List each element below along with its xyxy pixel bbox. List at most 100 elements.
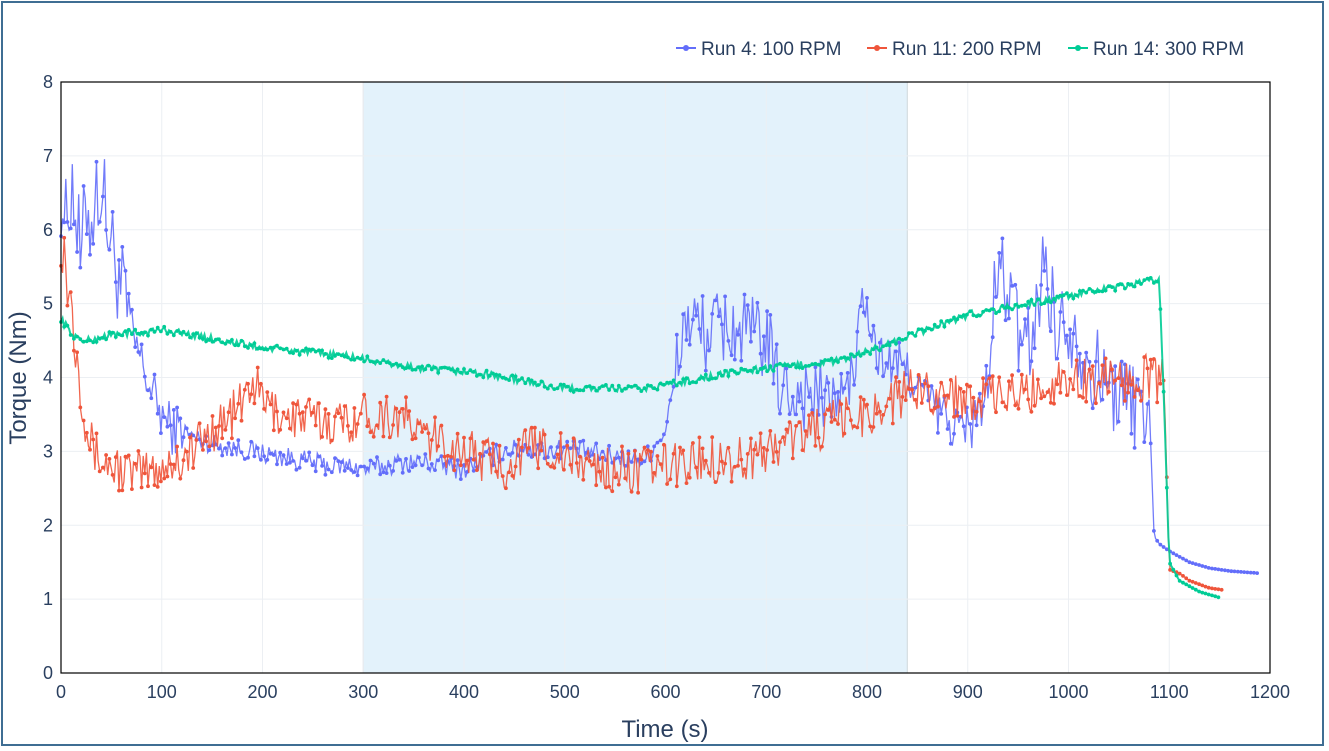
series-point — [539, 379, 544, 384]
series-point — [249, 343, 254, 347]
series-point — [662, 432, 666, 437]
series-point — [752, 447, 757, 452]
series-point — [832, 358, 837, 363]
series-point — [765, 369, 769, 374]
series-point — [542, 384, 547, 389]
series-point — [65, 323, 70, 328]
series-point — [1174, 553, 1179, 557]
series-point — [1065, 393, 1069, 397]
series-point — [720, 322, 724, 327]
series-point — [442, 365, 447, 370]
series-point — [1042, 301, 1047, 306]
series-point — [1242, 570, 1247, 574]
series-point — [694, 380, 698, 385]
series-point — [468, 436, 473, 441]
series-point — [1126, 390, 1130, 395]
series-point — [652, 386, 657, 391]
series-point — [471, 468, 476, 473]
series-point — [239, 418, 244, 423]
series-point — [426, 466, 431, 471]
series-point — [342, 468, 347, 473]
series-point — [823, 388, 827, 393]
series-point — [871, 323, 876, 328]
series-point — [475, 468, 479, 472]
series-point — [842, 355, 847, 360]
series-point — [1036, 297, 1040, 302]
series-point — [410, 437, 415, 442]
series-point — [484, 450, 489, 454]
series-point — [723, 461, 727, 466]
series-point — [217, 424, 221, 428]
series-point — [339, 460, 344, 465]
series-point — [1019, 342, 1024, 347]
series-point — [236, 401, 241, 406]
series-point — [1084, 290, 1089, 295]
series-point — [133, 327, 138, 332]
series-point — [671, 451, 676, 456]
series-point — [1029, 297, 1034, 302]
legend-label: Run 14: 300 RPM — [1093, 39, 1244, 60]
series-point — [1158, 381, 1163, 386]
series-point — [236, 438, 241, 443]
series-point — [1139, 398, 1143, 403]
series-point — [1007, 316, 1011, 321]
series-point — [436, 458, 441, 463]
series-point — [265, 390, 270, 394]
series-point — [790, 394, 795, 399]
series-point — [91, 340, 96, 345]
series-point — [381, 470, 386, 475]
series-point — [104, 453, 108, 457]
legend-entry-1: Run 4: 100 RPM — [676, 39, 841, 60]
series-point — [481, 375, 486, 380]
series-point — [78, 405, 83, 410]
series-point — [72, 222, 76, 227]
series-point — [1119, 383, 1124, 388]
series-point — [368, 458, 373, 463]
series-point — [874, 366, 879, 370]
series-point — [133, 345, 138, 349]
series-point — [600, 384, 605, 388]
series-point — [217, 446, 221, 451]
legend-marker — [1075, 45, 1081, 51]
series-point — [1071, 331, 1076, 336]
series-point — [1168, 568, 1172, 572]
series-point — [629, 460, 634, 464]
series-point — [362, 392, 366, 397]
series-point — [900, 395, 905, 399]
series-point — [526, 446, 531, 450]
series-point — [636, 490, 640, 495]
series-point — [658, 381, 663, 386]
series-point — [994, 311, 998, 315]
series-point — [984, 382, 989, 387]
series-point — [578, 439, 582, 444]
series-point — [642, 386, 647, 390]
series-point — [923, 381, 927, 386]
series-point — [823, 412, 827, 417]
series-point — [761, 334, 766, 339]
series-point — [1100, 289, 1105, 294]
series-point — [72, 336, 76, 341]
series-point — [945, 393, 950, 398]
series-point — [681, 312, 686, 317]
series-point — [707, 377, 711, 382]
series-point — [642, 445, 647, 450]
series-point — [159, 431, 163, 435]
series-point — [387, 361, 392, 365]
series-point — [494, 442, 499, 447]
series-point — [1187, 560, 1192, 565]
y-tick-label: 5 — [43, 294, 53, 314]
series-point — [329, 438, 334, 443]
series-point — [1039, 396, 1043, 401]
series-point — [146, 333, 150, 338]
series-point — [1013, 403, 1018, 408]
series-point — [1232, 569, 1237, 574]
series-point — [159, 329, 163, 334]
series-point — [275, 462, 279, 467]
series-point — [597, 386, 602, 390]
series-point — [504, 446, 508, 450]
series-point — [1023, 303, 1027, 307]
series-point — [1229, 569, 1234, 574]
series-point — [387, 435, 392, 440]
series-point — [1193, 581, 1198, 585]
series-point — [1193, 587, 1198, 592]
